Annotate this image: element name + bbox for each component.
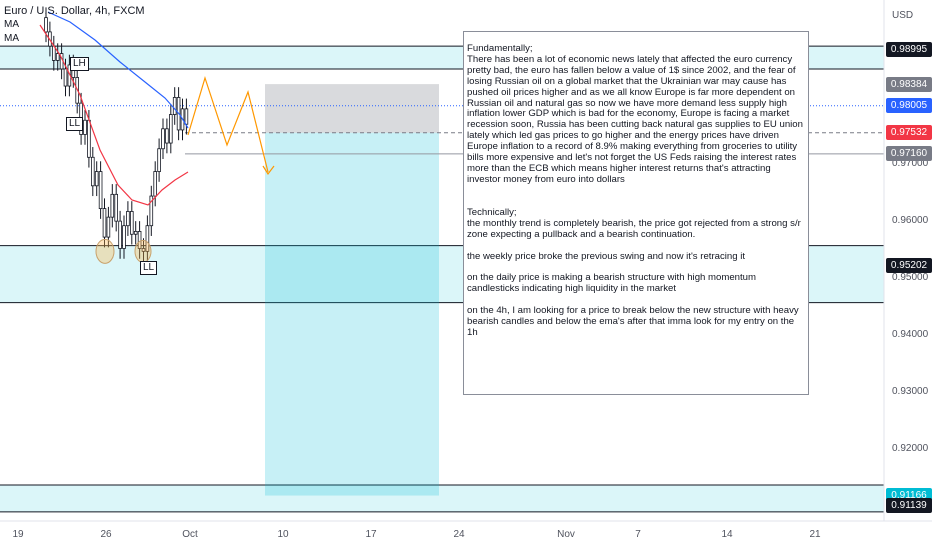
time-tick-label: 17 bbox=[365, 529, 377, 540]
time-tick-label: 21 bbox=[809, 529, 821, 540]
price-label-0.98995: 0.98995 bbox=[886, 41, 932, 57]
candle-body bbox=[161, 128, 165, 150]
indicator-ma-2[interactable]: MA bbox=[4, 33, 19, 44]
chart-legend[interactable]: Euro / U.S. Dollar, 4h, FXCM MA MA bbox=[4, 4, 145, 46]
candle-body bbox=[55, 53, 60, 61]
projection-arrow-icon bbox=[262, 165, 275, 176]
candle-body bbox=[63, 68, 68, 87]
ma-line-blue bbox=[47, 11, 189, 129]
swing-label-lh: LH bbox=[70, 57, 89, 71]
candle-body bbox=[157, 148, 161, 172]
candle-body bbox=[141, 248, 146, 252]
candle-body bbox=[184, 108, 189, 125]
time-tick-label: 10 bbox=[277, 529, 289, 540]
fundamental-text: There has been a lot of economic news la… bbox=[467, 53, 803, 185]
time-tick-label: 7 bbox=[635, 529, 641, 540]
time-tick-label: 24 bbox=[453, 529, 465, 540]
price-axis-layer: 0.92000 0.93000 0.94000 0.95000 0.96000 0.970… bbox=[892, 158, 929, 454]
technical-line-monthly: the monthly trend is completely bearish,… bbox=[467, 217, 801, 240]
price-tick-label: 0.94000 bbox=[892, 329, 929, 340]
candle-body bbox=[102, 208, 107, 238]
candle-body bbox=[114, 193, 119, 222]
symbol-title[interactable]: Euro / U.S. Dollar, 4h, FXCM bbox=[4, 5, 145, 17]
price-label-0.98384: 0.98384 bbox=[886, 76, 932, 92]
swing-label-ll-1: LL bbox=[66, 117, 84, 131]
candle-body bbox=[149, 195, 154, 227]
short-position-tool bbox=[0, 84, 884, 496]
candle-body bbox=[83, 119, 87, 135]
price-label-0.98005: 0.98005 bbox=[886, 98, 932, 114]
candle-body bbox=[172, 97, 177, 115]
candle-body bbox=[165, 128, 169, 144]
ma-line-red bbox=[39, 24, 189, 206]
fundamental-title: Fundamentally; bbox=[467, 43, 533, 54]
circled-low-2 bbox=[134, 239, 152, 263]
stop-loss-zone bbox=[265, 84, 439, 133]
price-tick-label: 0.95000 bbox=[892, 272, 929, 283]
time-tick-label: 19 bbox=[12, 529, 24, 540]
analysis-note[interactable]: Fundamentally; There has been a lot of e… bbox=[463, 31, 809, 395]
moving-averages-layer bbox=[39, 11, 189, 206]
candle-body bbox=[129, 211, 134, 235]
candle-body bbox=[122, 225, 126, 249]
price-tick-label: 0.93000 bbox=[892, 386, 929, 397]
price-label-0.97160: 0.97160 bbox=[886, 146, 932, 162]
candle-body bbox=[168, 114, 173, 144]
price-tick-label: 0.97000 bbox=[892, 158, 929, 169]
candle-body bbox=[118, 220, 122, 249]
candle-body bbox=[110, 193, 115, 218]
candle-body bbox=[52, 45, 56, 61]
swing-label-ll-2: LL bbox=[140, 261, 158, 275]
projection-path-layer bbox=[187, 75, 275, 176]
sr-zone-3 bbox=[0, 485, 884, 512]
candle-body bbox=[98, 171, 103, 210]
candle-body bbox=[153, 171, 158, 197]
candle-body bbox=[126, 211, 130, 227]
price-tick-label: 0.92000 bbox=[892, 443, 929, 454]
candle-body bbox=[145, 225, 150, 252]
price-label-0.95202: 0.95202 bbox=[886, 257, 932, 273]
candle-body bbox=[91, 156, 95, 187]
candle-body bbox=[133, 230, 138, 235]
candle-body bbox=[87, 119, 91, 158]
price-tick-label: 0.96000 bbox=[892, 215, 929, 226]
candle-body bbox=[137, 230, 142, 249]
time-tick-label: Nov bbox=[557, 529, 575, 540]
price-label-0.97532: 0.97532 bbox=[886, 125, 932, 141]
technical-line-daily: on the daily price is making a bearish s… bbox=[467, 272, 757, 295]
time-tick-label: 26 bbox=[100, 529, 112, 540]
candle-body bbox=[106, 216, 111, 238]
take-profit-zone bbox=[265, 132, 439, 496]
technical-line-weekly: the weekly price broke the previous swin… bbox=[467, 250, 746, 262]
time-tick-label: 14 bbox=[721, 529, 733, 540]
technical-line-4h: on the 4h, I am looking for a price to b… bbox=[467, 305, 799, 339]
currency-label: USD bbox=[892, 10, 914, 21]
price-label-0.91139: 0.91139 bbox=[886, 497, 932, 513]
projection-path bbox=[187, 75, 269, 173]
circled-low-1 bbox=[95, 238, 115, 264]
time-tick-label: Oct bbox=[182, 529, 198, 540]
technical-title: Technically; bbox=[467, 206, 517, 218]
candle-body bbox=[94, 171, 99, 187]
candle-body bbox=[44, 17, 48, 33]
indicator-ma-1[interactable]: MA bbox=[4, 19, 19, 30]
